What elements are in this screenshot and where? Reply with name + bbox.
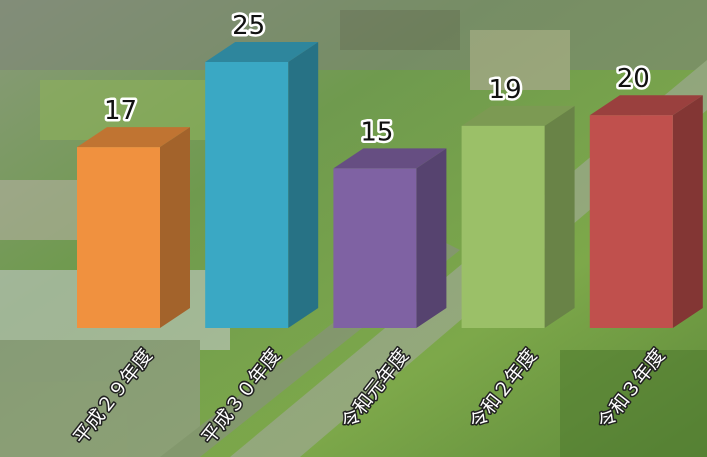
bar — [461, 125, 545, 328]
value-label: 17 — [104, 96, 137, 126]
value-label: 15 — [360, 117, 393, 147]
bar-side — [160, 127, 190, 329]
bar-top — [77, 127, 190, 148]
bar-top — [205, 42, 319, 62]
bar-top — [333, 148, 447, 169]
value-label: 19 — [489, 75, 522, 105]
bar-side — [416, 148, 447, 328]
bar-side — [544, 105, 575, 328]
bar-side — [672, 95, 703, 328]
bar — [205, 62, 289, 328]
bar — [77, 147, 160, 328]
bar — [333, 168, 417, 328]
bar-side — [288, 42, 319, 328]
value-label: 20 — [617, 64, 650, 94]
bar-top — [589, 95, 703, 116]
value-label: 25 — [232, 11, 265, 41]
bar — [589, 115, 673, 328]
bar-top — [461, 105, 575, 126]
